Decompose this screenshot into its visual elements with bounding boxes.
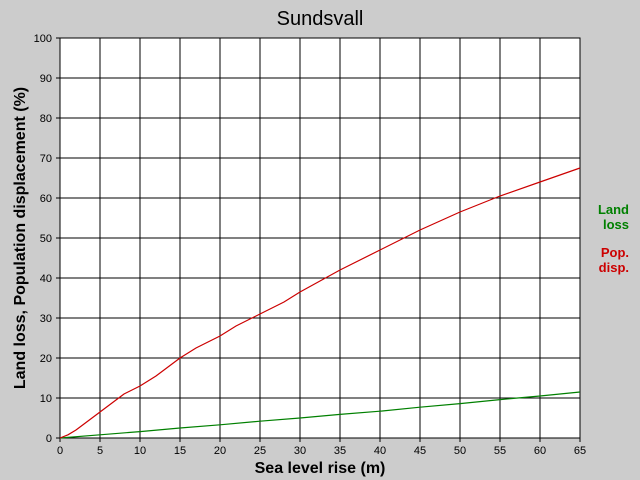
x-tick-label: 45 bbox=[414, 445, 426, 457]
y-tick-label: 100 bbox=[34, 33, 52, 45]
y-tick-label: 0 bbox=[46, 433, 52, 445]
x-tick-label: 35 bbox=[334, 445, 346, 457]
x-tick-label: 50 bbox=[454, 445, 466, 457]
x-tick-label: 25 bbox=[254, 445, 266, 457]
y-tick-label: 70 bbox=[40, 153, 52, 165]
x-tick-label: 65 bbox=[574, 445, 586, 457]
y-tick-label: 60 bbox=[40, 193, 52, 205]
x-tick-label: 15 bbox=[174, 445, 186, 457]
y-axis-label: Land loss, Population displacement (%) bbox=[12, 87, 29, 389]
y-tick-label: 40 bbox=[40, 273, 52, 285]
chart-title: Sundsvall bbox=[277, 8, 364, 30]
y-tick-label: 20 bbox=[40, 353, 52, 365]
x-tick-label: 30 bbox=[294, 445, 306, 457]
y-tick-label: 80 bbox=[40, 113, 52, 125]
legend: Land loss Pop. disp. bbox=[598, 202, 629, 275]
x-tick-label: 10 bbox=[134, 445, 146, 457]
legend-entry-pop-disp: Pop. disp. bbox=[599, 245, 629, 275]
x-tick-label: 40 bbox=[374, 445, 386, 457]
legend-entry-land-loss: Land loss bbox=[598, 202, 629, 232]
x-tick-label: 20 bbox=[214, 445, 226, 457]
series-line-pop-disp bbox=[59, 167, 581, 439]
y-tick-label: 30 bbox=[40, 313, 52, 325]
y-tick-label: 50 bbox=[40, 233, 52, 245]
series-line-land-loss bbox=[59, 391, 581, 439]
y-tick-label: 10 bbox=[40, 393, 52, 405]
x-tick-label: 0 bbox=[57, 445, 63, 457]
plot-area: 0 5 10 15 20 25 30 35 40 45 50 55 60 65 0 10 20 30 40 50 60 7… bbox=[34, 33, 586, 457]
x-axis-label: Sea level rise (m) bbox=[255, 460, 386, 477]
x-tick-label: 5 bbox=[97, 445, 103, 457]
y-tick-label: 90 bbox=[40, 73, 52, 85]
x-tick-label: 55 bbox=[494, 445, 506, 457]
x-tick-label: 60 bbox=[534, 445, 546, 457]
